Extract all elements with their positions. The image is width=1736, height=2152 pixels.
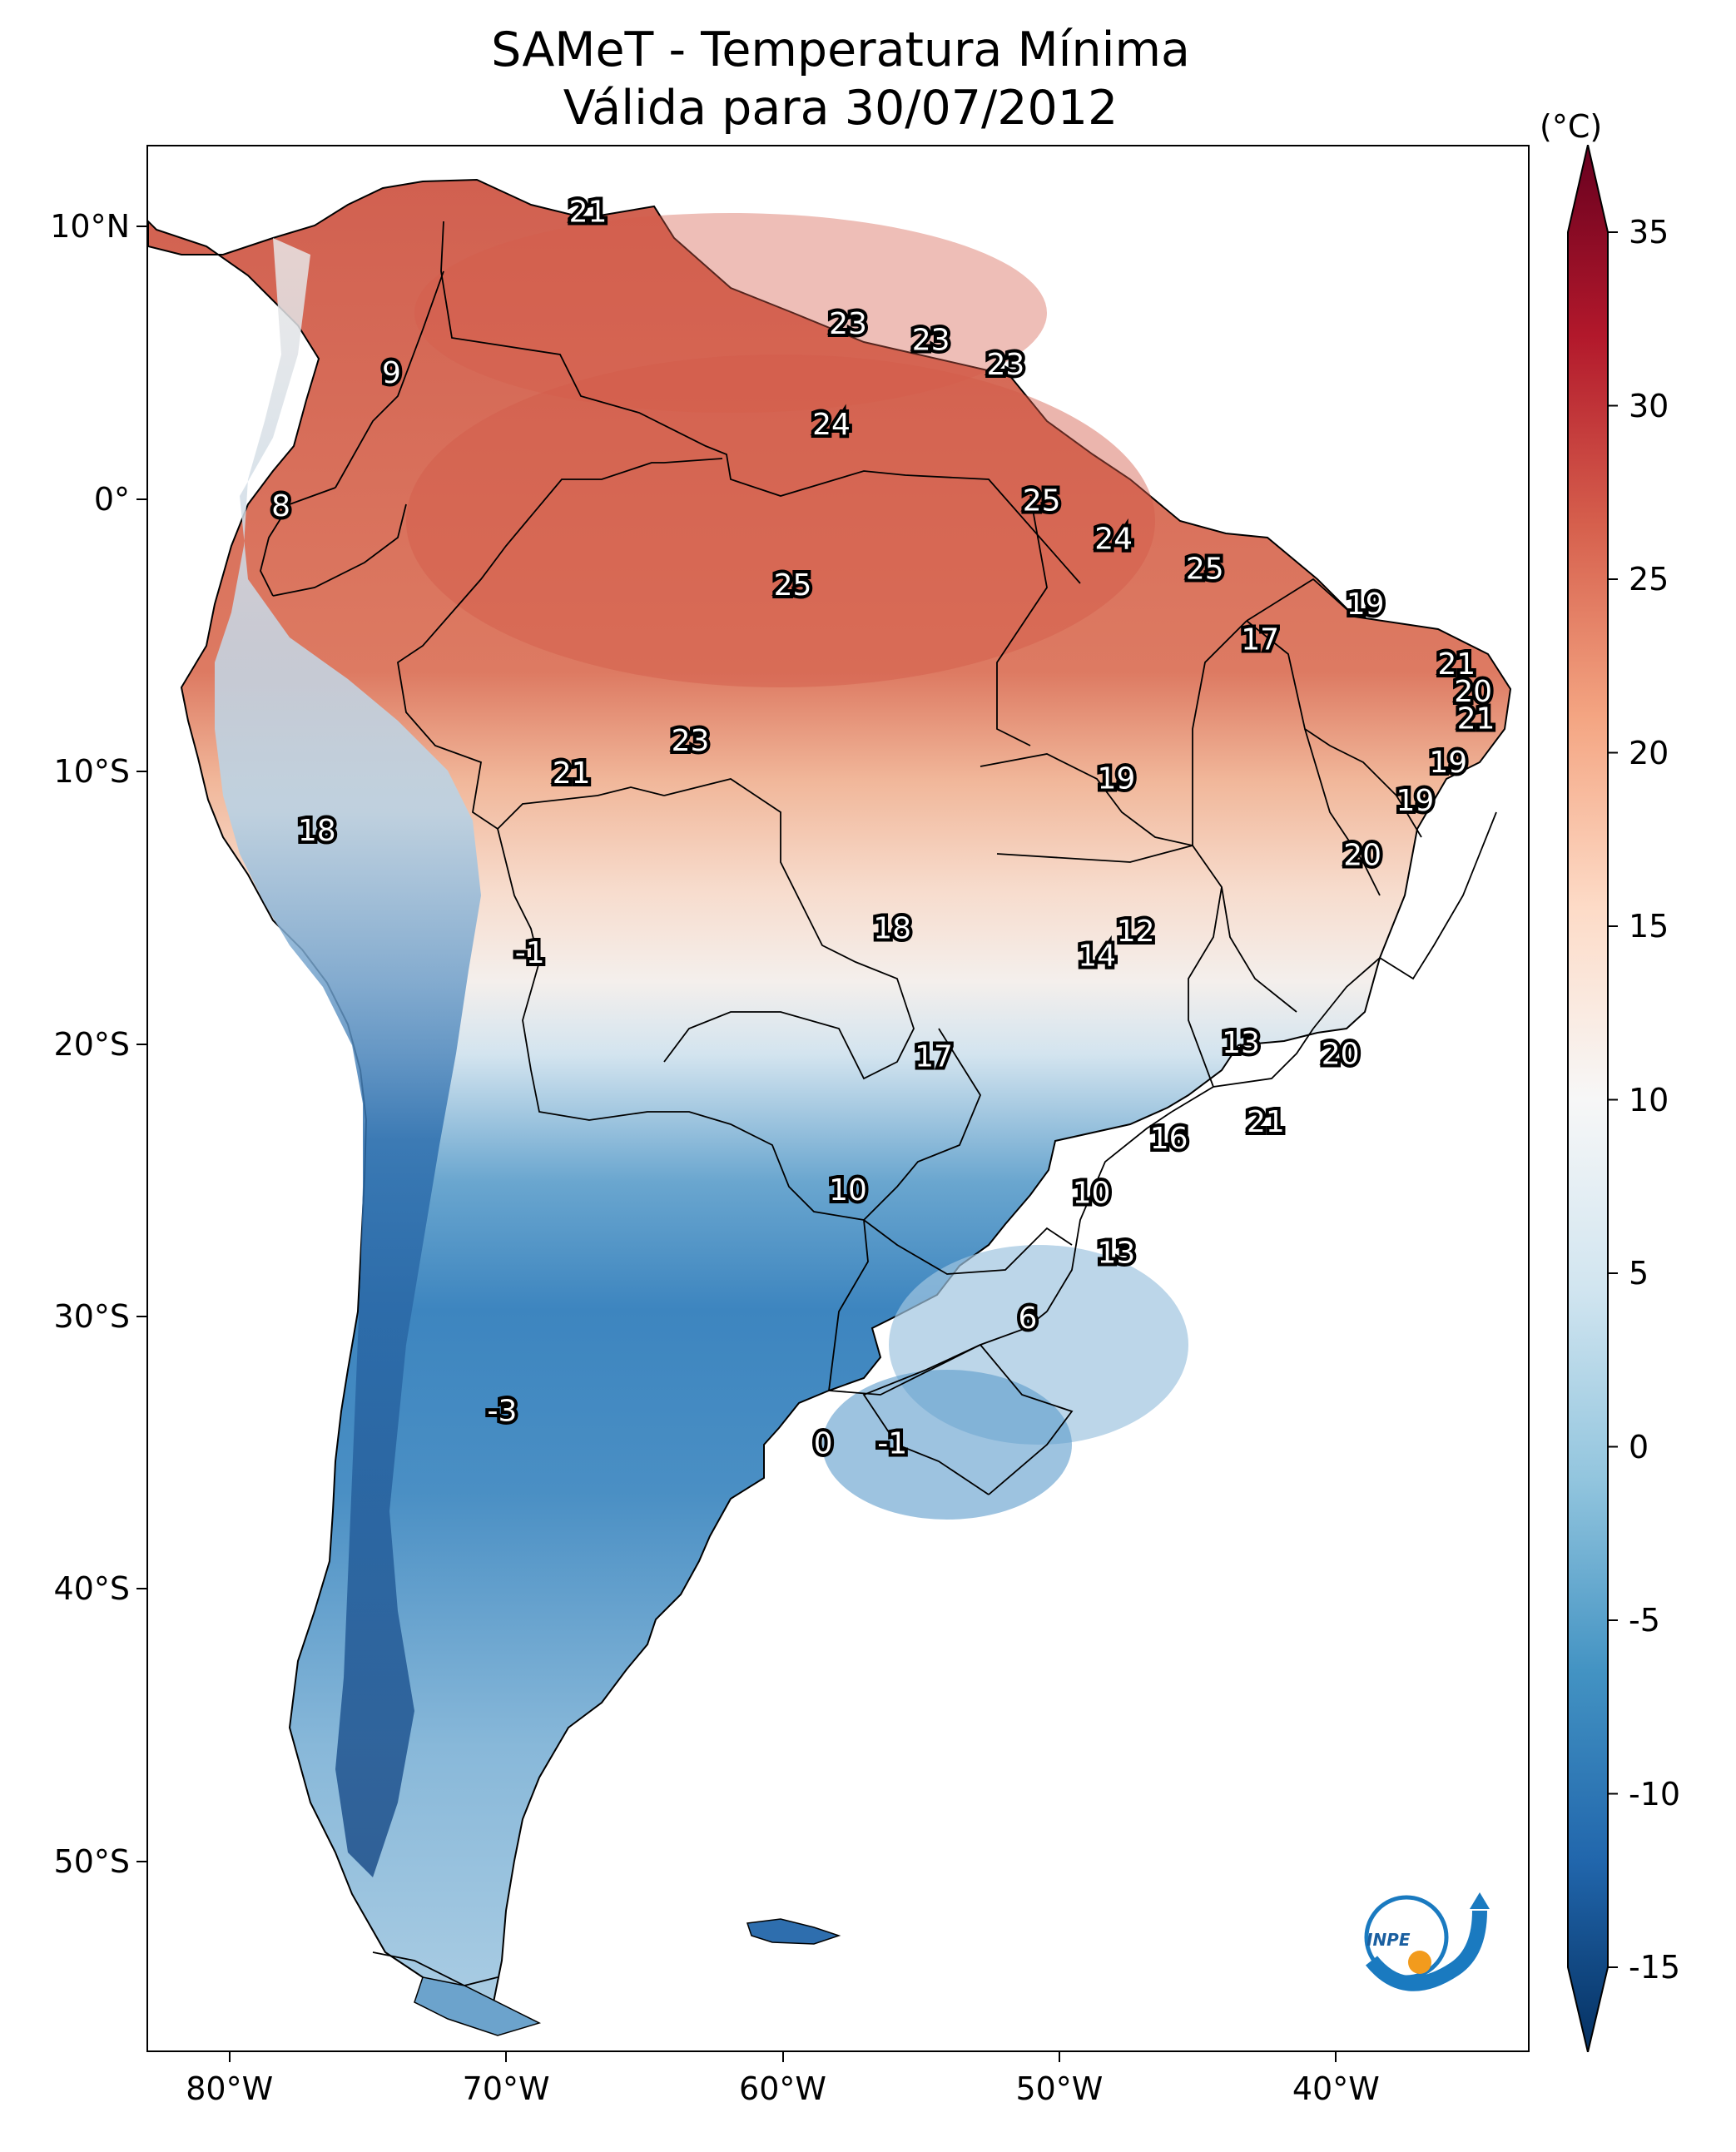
temperature-label: 23 [986, 348, 1024, 382]
y-tick-label: 30°S [53, 1297, 130, 1335]
temperature-label: 24 [812, 408, 851, 442]
x-tick-label: 70°W [462, 2070, 550, 2107]
y-tick-mark [136, 1315, 146, 1317]
temperature-label: 9 [382, 356, 401, 390]
temperature-label: 19 [1347, 588, 1385, 622]
inpe-logo: INPE [1364, 1892, 1490, 1991]
x-tick-label: 60°W [739, 2070, 826, 2107]
map-title: SAMeT - Temperatura Mínima [491, 22, 1190, 77]
south-america-landmass [148, 178, 1512, 2003]
colorbar-tick-label: 30 [1629, 387, 1669, 424]
temperature-label: 19 [1097, 762, 1135, 796]
y-tick-mark [136, 226, 146, 228]
temperature-label: 16 [1150, 1122, 1188, 1156]
temperature-label: 18 [873, 912, 911, 946]
temperature-label: -3 [488, 1394, 518, 1428]
temperature-label: 25 [1023, 484, 1061, 518]
y-tick-label: 0° [93, 480, 130, 518]
warm-core-region [406, 355, 1155, 687]
temperature-label: 17 [1241, 623, 1279, 657]
x-tick-mark [1058, 2052, 1060, 2062]
colorbar-tick-label: -5 [1629, 1602, 1660, 1639]
colorbar-tick-label: 0 [1629, 1428, 1649, 1465]
x-tick-mark [505, 2052, 508, 2062]
falkland-islands [746, 1918, 841, 1945]
temperature-label: 24 [1094, 523, 1133, 557]
temperature-label: 20 [1343, 838, 1381, 872]
colorbar-tick-label: 35 [1629, 214, 1669, 250]
x-tick-mark [1335, 2052, 1337, 2062]
temperature-label: 20 [1322, 1037, 1360, 1071]
y-tick-mark [136, 771, 146, 773]
temperature-label: 10 [829, 1173, 867, 1207]
andes-cold-band [215, 238, 481, 1877]
x-tick-label: 50°W [1015, 2070, 1104, 2107]
temperature-label: 17 [915, 1040, 953, 1074]
uruguay-cold-region [822, 1370, 1072, 1520]
temperature-label: -1 [877, 1427, 907, 1461]
colorbar-tick-label: 5 [1629, 1255, 1649, 1292]
temperature-label: 12 [1117, 915, 1155, 949]
temperature-label: 6 [1019, 1302, 1038, 1336]
y-tick-label: 10°N [50, 208, 130, 245]
y-tick-label: 10°S [53, 753, 130, 791]
colorbar-tick-label: 25 [1629, 561, 1669, 598]
temperature-label: 21 [1457, 702, 1495, 736]
temperature-label: 0 [814, 1427, 833, 1461]
temperature-label: 19 [1396, 784, 1434, 818]
y-tick-label: 40°S [53, 1570, 130, 1608]
colorbar [1567, 145, 1618, 2052]
temperature-label: 23 [672, 724, 710, 758]
temperature-label: 21 [569, 196, 608, 230]
temperature-label: 13 [1222, 1026, 1260, 1060]
country-borders [260, 221, 1497, 1986]
colorbar-tick-label: 10 [1629, 1081, 1669, 1118]
x-tick-label: 40°W [1292, 2070, 1380, 2107]
colorbar-body [1567, 145, 1609, 2052]
temperature-label: 19 [1429, 746, 1467, 780]
x-tick-mark [781, 2052, 784, 2062]
temperature-label: 21 [553, 756, 591, 791]
y-tick-mark [136, 1860, 146, 1862]
colorbar-units: (°C) [1540, 108, 1603, 145]
colorbar-tick-label: 20 [1629, 734, 1669, 771]
colorbar-tick-label: -10 [1629, 1775, 1681, 1812]
map-subtitle: Válida para 30/07/2012 [563, 81, 1118, 136]
temperature-label: 20 [1454, 675, 1492, 709]
y-tick-label: 20°S [53, 1025, 130, 1063]
temperature-label: 13 [1097, 1236, 1135, 1270]
temperature-label: 10 [1073, 1176, 1111, 1210]
svg-text:INPE: INPE [1366, 1930, 1411, 1950]
temperature-label: 25 [774, 568, 812, 602]
temperature-label: 21 [1437, 647, 1476, 682]
temperature-label: 23 [829, 307, 867, 341]
colorbar-ticks [1608, 231, 1618, 1968]
tierra-del-fuego [414, 1976, 542, 2036]
warm-north-region [414, 213, 1047, 413]
y-tick-label: 50°S [53, 1842, 130, 1880]
temperature-label: 21 [1247, 1105, 1285, 1139]
map-panel: 21 23 23 23 24 9 8 25 24 25 25 19 17 21 20 21 23 19 21 19 19… [146, 145, 1530, 2052]
colorbar-tick-label: 15 [1629, 908, 1669, 945]
temperature-label: 8 [271, 489, 290, 523]
temperature-label: -1 [515, 936, 545, 970]
y-tick-mark [136, 1043, 146, 1045]
temperature-label: 23 [912, 324, 950, 358]
colorbar-tick-label: -15 [1629, 1949, 1681, 1986]
y-tick-mark [136, 498, 146, 500]
x-tick-label: 80°W [186, 2070, 274, 2107]
temperature-label: 14 [1078, 940, 1116, 974]
y-tick-mark [136, 1588, 146, 1590]
temperature-label: 25 [1186, 553, 1224, 587]
temperature-label: 18 [298, 814, 336, 848]
x-tick-mark [228, 2052, 231, 2062]
